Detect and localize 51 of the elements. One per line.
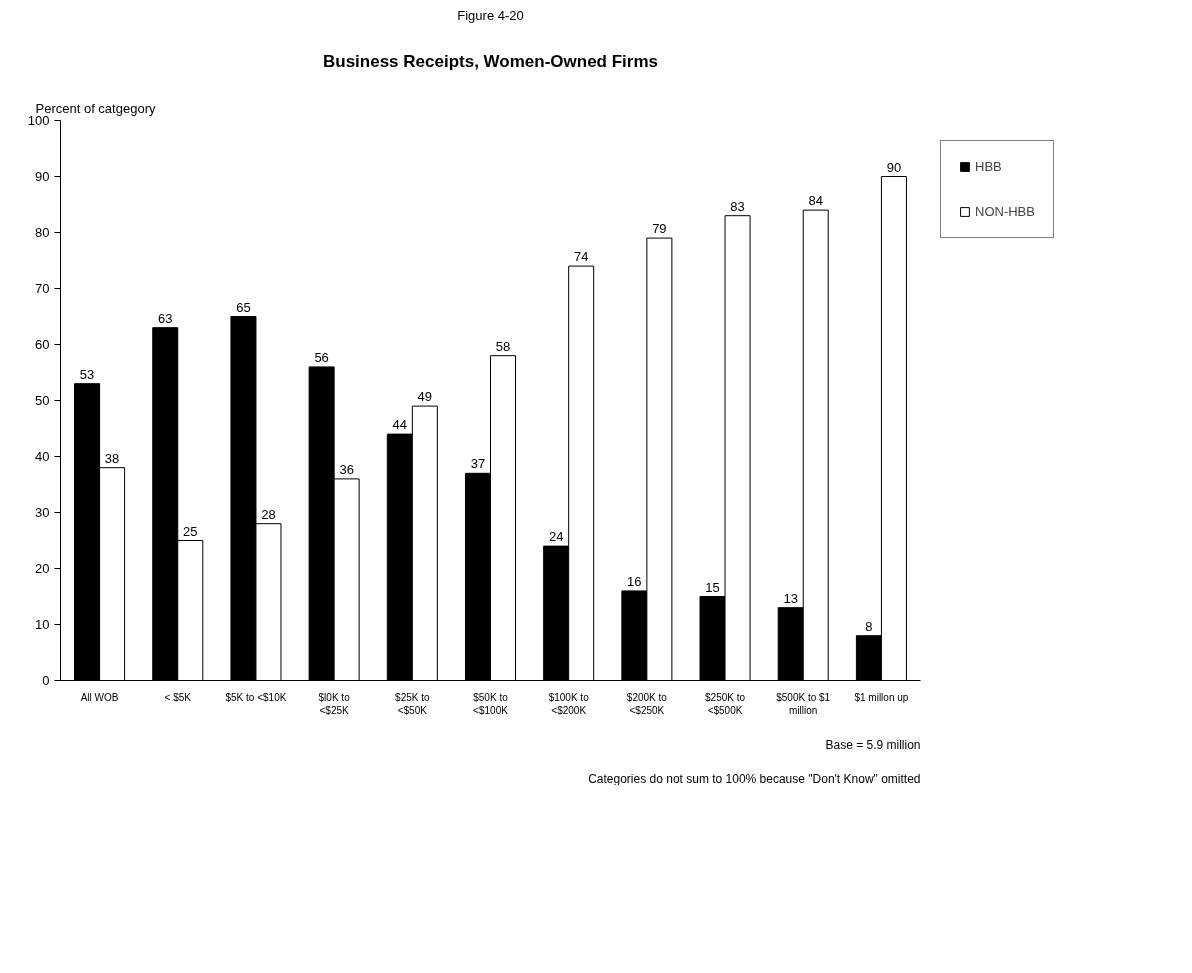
x-tick-label: < $5K — [164, 691, 192, 703]
y-tick-label: 0 — [42, 673, 50, 688]
data-label: 63 — [158, 310, 173, 326]
data-label: 15 — [705, 579, 720, 595]
x-tick-label: $200K to <$250K — [626, 691, 668, 716]
data-label: 44 — [392, 417, 408, 433]
data-label: 83 — [730, 198, 745, 214]
x-tick-label: $1 millon up — [854, 691, 909, 703]
x-tick-label: $100K to <$200K — [548, 691, 590, 716]
y-tick-label: 60 — [35, 337, 50, 352]
data-label: 84 — [808, 193, 823, 209]
y-tick-label: 80 — [35, 225, 50, 240]
y-tick-label: 30 — [35, 505, 50, 520]
x-tick-label: $250K to <$500K — [705, 691, 746, 716]
data-label: 36 — [339, 461, 354, 477]
x-tick-label: $50K to <$100K — [473, 691, 509, 716]
y-tick-label: 10 — [35, 617, 50, 632]
text: Categories do not sum to 100% because "Don't Know" omitted — [588, 771, 921, 786]
data-label: 25 — [183, 523, 198, 539]
y-tick-label: 20 — [35, 561, 50, 576]
y-axis-title: Percent of catgegory — [35, 100, 156, 116]
data-label: 38 — [104, 450, 120, 466]
data-label: 58 — [495, 338, 511, 354]
x-tick-label: $l0K to <$25K — [318, 691, 351, 716]
y-tick-label: 50 — [35, 393, 50, 408]
data-label: 56 — [314, 349, 329, 365]
data-label: 79 — [652, 221, 667, 237]
y-tick-label: 100 — [27, 113, 50, 128]
x-tick-label: $5K to <$10K — [225, 691, 287, 703]
data-label: 53 — [79, 366, 95, 382]
data-label: 28 — [261, 506, 276, 522]
data-label: 24 — [548, 529, 564, 545]
y-tick-label: 40 — [35, 449, 50, 464]
data-label: 16 — [627, 573, 642, 589]
x-tick-label: $25K to <$50K — [395, 691, 430, 716]
data-label: 13 — [783, 590, 798, 606]
y-tick-label: 70 — [35, 281, 50, 296]
data-label: 65 — [236, 299, 251, 315]
text: Base = 5.9 million — [825, 738, 921, 752]
data-label: 49 — [417, 389, 433, 405]
data-label: 8 — [865, 618, 873, 634]
data-label: 37 — [470, 456, 486, 472]
chart-subtitle: Business Receipts, Women-Owned Firms — [322, 52, 659, 71]
data-label: 90 — [886, 159, 902, 175]
legend-label: HBB — [975, 159, 1003, 174]
chart-title: Figure 4-20 — [457, 7, 524, 23]
x-tick-label: All WOB — [80, 691, 119, 703]
legend-label: NON-HBB — [975, 204, 1035, 219]
data-label: 74 — [573, 249, 589, 265]
y-tick-label: 90 — [35, 169, 50, 184]
x-tick-label: $500K to $1 million — [776, 691, 831, 716]
